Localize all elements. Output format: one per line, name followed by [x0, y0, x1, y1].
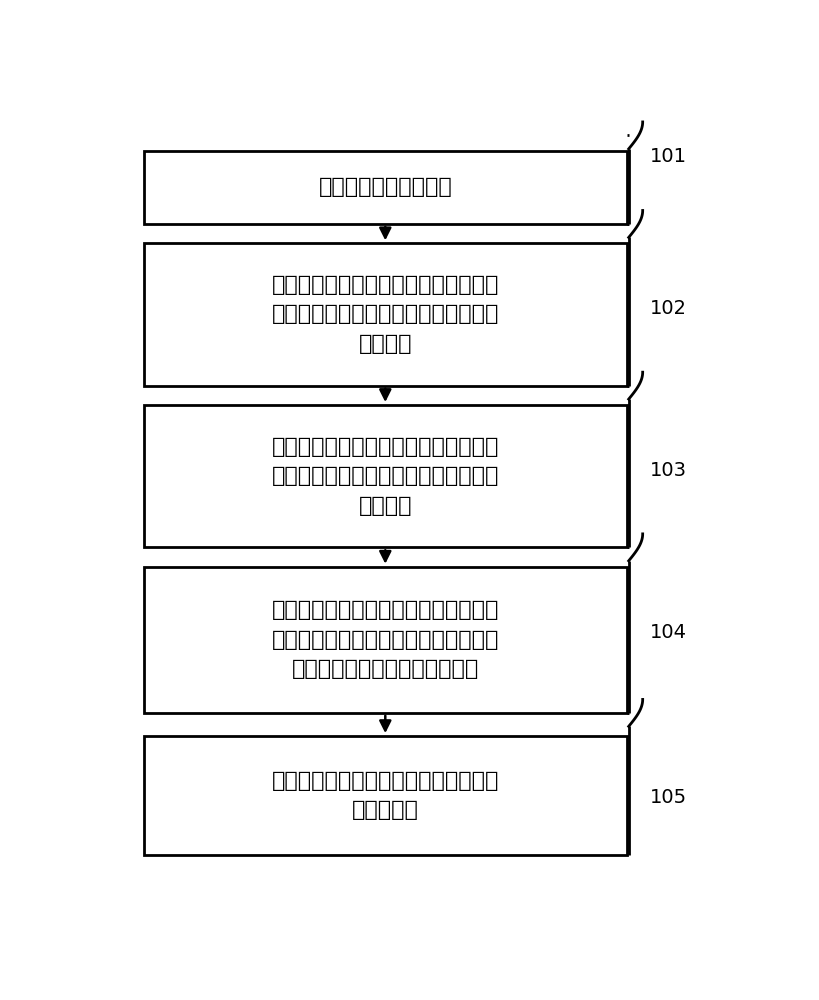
Bar	[143, 567, 626, 713]
Text: 从时序路径的起点正向广度优先遍历时
序图，计算时序图中每个节点的前序时
序关键度: 从时序路径的起点正向广度优先遍历时 序图，计算时序图中每个节点的前序时 序关键度	[271, 275, 499, 354]
Bar	[143, 405, 626, 547]
Text: 105: 105	[649, 788, 686, 807]
Text: 103: 103	[649, 461, 686, 480]
Text: 对于每个节点，计算该节点的前序时序
关键度和该节点的后续时序关键度的乘
积作为该节点的综合时序关键度: 对于每个节点，计算该节点的前序时序 关键度和该节点的后续时序关键度的乘 积作为该…	[271, 600, 499, 679]
Text: 从时序路径的终点反向广度优先遍历时
序图，计算时序图中每个节点的后序时
序关键度: 从时序路径的终点反向广度优先遍历时 序图，计算时序图中每个节点的后序时 序关键度	[271, 437, 499, 516]
Text: 获取集成电路的时序图: 获取集成电路的时序图	[318, 177, 451, 197]
Bar	[143, 151, 626, 224]
Text: 104: 104	[649, 623, 686, 642]
Bar	[143, 736, 626, 855]
Bar	[143, 243, 626, 386]
Text: 根据各个节点的综合时序关键度确定时
序瓶颈节点: 根据各个节点的综合时序关键度确定时 序瓶颈节点	[271, 771, 499, 820]
Text: 101: 101	[649, 147, 686, 166]
Text: 102: 102	[649, 299, 686, 318]
